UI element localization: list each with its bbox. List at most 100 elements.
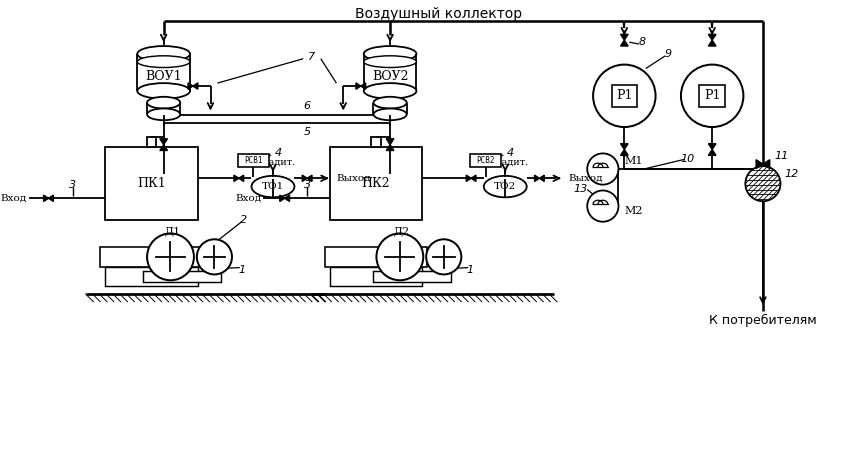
Circle shape	[587, 153, 619, 184]
Text: М1: М1	[625, 156, 643, 166]
Text: ВОУ1: ВОУ1	[145, 70, 182, 83]
Bar	[143, 270, 221, 282]
Bar	[470, 154, 501, 167]
Polygon shape	[709, 144, 716, 149]
Circle shape	[746, 166, 781, 201]
Polygon shape	[620, 35, 628, 40]
Circle shape	[587, 191, 619, 222]
Text: 9: 9	[665, 49, 672, 59]
Text: Р1: Р1	[704, 89, 721, 102]
Polygon shape	[49, 195, 53, 201]
Text: Вход: Вход	[1, 194, 27, 203]
Text: Воздушный коллектор: Воздушный коллектор	[355, 7, 523, 21]
Text: РСВ2: РСВ2	[476, 156, 495, 165]
Text: 6: 6	[304, 101, 311, 112]
Ellipse shape	[364, 46, 416, 62]
Text: Вход: Вход	[235, 194, 261, 203]
Bar	[329, 147, 422, 220]
Circle shape	[196, 239, 232, 275]
Text: Охладит.: Охладит.	[250, 158, 296, 167]
Text: 7: 7	[308, 52, 316, 62]
Ellipse shape	[373, 108, 407, 120]
Bar	[329, 267, 422, 286]
Polygon shape	[160, 145, 167, 150]
Text: ПК2: ПК2	[361, 177, 390, 190]
Polygon shape	[466, 175, 471, 182]
Text: М2: М2	[625, 206, 643, 216]
Polygon shape	[620, 144, 628, 149]
Text: 2: 2	[240, 215, 247, 225]
Ellipse shape	[147, 108, 180, 120]
Text: 1: 1	[239, 264, 245, 275]
Polygon shape	[620, 149, 628, 156]
Bar	[105, 147, 198, 220]
Circle shape	[681, 64, 743, 127]
Polygon shape	[386, 139, 394, 145]
Polygon shape	[620, 40, 628, 46]
Ellipse shape	[484, 176, 527, 198]
Polygon shape	[540, 175, 544, 182]
Polygon shape	[285, 195, 289, 201]
Text: ТО2: ТО2	[494, 182, 517, 191]
Ellipse shape	[137, 56, 190, 68]
Text: ТО1: ТО1	[262, 182, 284, 191]
Bar	[238, 154, 269, 167]
Text: Охладит.: Охладит.	[482, 158, 529, 167]
Ellipse shape	[137, 46, 190, 62]
Text: Р1: Р1	[616, 89, 632, 102]
Polygon shape	[302, 175, 307, 182]
Circle shape	[147, 234, 194, 280]
Polygon shape	[239, 175, 244, 182]
Ellipse shape	[137, 83, 190, 99]
Text: 8: 8	[638, 37, 645, 47]
Polygon shape	[535, 175, 540, 182]
Polygon shape	[188, 83, 193, 89]
Ellipse shape	[364, 56, 416, 68]
Polygon shape	[709, 35, 716, 40]
Text: 12: 12	[784, 169, 799, 179]
Bar	[699, 85, 725, 106]
Circle shape	[377, 234, 423, 280]
Ellipse shape	[373, 97, 407, 108]
Polygon shape	[709, 149, 716, 156]
Text: 13: 13	[573, 184, 588, 193]
Polygon shape	[234, 175, 239, 182]
Polygon shape	[193, 83, 198, 89]
Circle shape	[426, 239, 462, 275]
Text: Выход: Выход	[336, 174, 371, 183]
Text: 10: 10	[680, 154, 695, 164]
Text: Выход: Выход	[569, 174, 603, 183]
Bar	[372, 270, 450, 282]
Text: 3: 3	[69, 180, 76, 190]
Polygon shape	[709, 40, 716, 46]
Polygon shape	[471, 175, 476, 182]
Bar	[100, 247, 202, 267]
Polygon shape	[386, 145, 394, 150]
Bar	[105, 267, 198, 286]
Text: Д1: Д1	[165, 226, 180, 236]
Polygon shape	[307, 175, 312, 182]
Polygon shape	[44, 195, 49, 201]
Bar	[324, 247, 427, 267]
Text: 1: 1	[467, 264, 474, 275]
Bar	[612, 85, 637, 106]
Text: РСВ1: РСВ1	[245, 156, 263, 165]
Polygon shape	[763, 160, 770, 169]
Text: 4: 4	[507, 148, 514, 158]
Text: К потребителям: К потребителям	[709, 313, 817, 326]
Bar	[147, 137, 156, 147]
Polygon shape	[160, 139, 167, 145]
Text: ВОУ2: ВОУ2	[372, 70, 408, 83]
Ellipse shape	[147, 97, 180, 108]
Polygon shape	[356, 83, 361, 89]
Text: 3: 3	[304, 180, 311, 190]
Text: 4: 4	[275, 148, 282, 158]
Ellipse shape	[364, 83, 416, 99]
Text: Д2: Д2	[394, 226, 410, 236]
Ellipse shape	[251, 176, 294, 198]
Polygon shape	[756, 160, 763, 169]
Text: ПК1: ПК1	[137, 177, 166, 190]
Circle shape	[593, 64, 656, 127]
Text: 11: 11	[775, 151, 789, 161]
Polygon shape	[361, 83, 366, 89]
